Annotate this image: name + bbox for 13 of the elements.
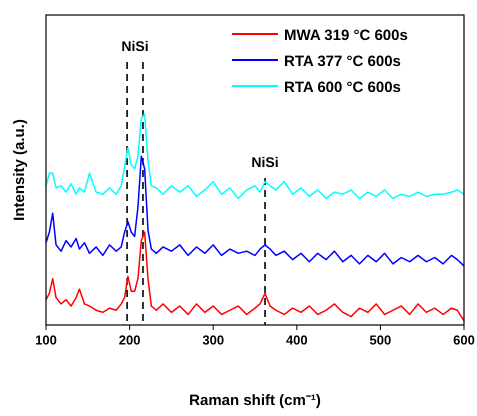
legend-label: RTA 600 °C 600s [284,79,401,96]
annotation: NiSi [251,154,279,170]
x-tick-label: 200 [118,332,140,348]
x-axis-title: Raman shift (cm⁻¹) [189,392,321,409]
legend-label: RTA 377 °C 600s [284,53,401,70]
x-tick-label: 500 [370,332,392,348]
x-tick-label: 100 [35,332,57,348]
text: NiSi [121,38,149,54]
x-tick-label: 400 [286,332,308,348]
x-tick-label: 300 [202,332,224,348]
x-tick-label: 600 [453,332,475,348]
y-axis-title: Intensity (a.u.) [11,119,28,221]
legend-label: MWA 319 °C 600s [284,27,408,44]
